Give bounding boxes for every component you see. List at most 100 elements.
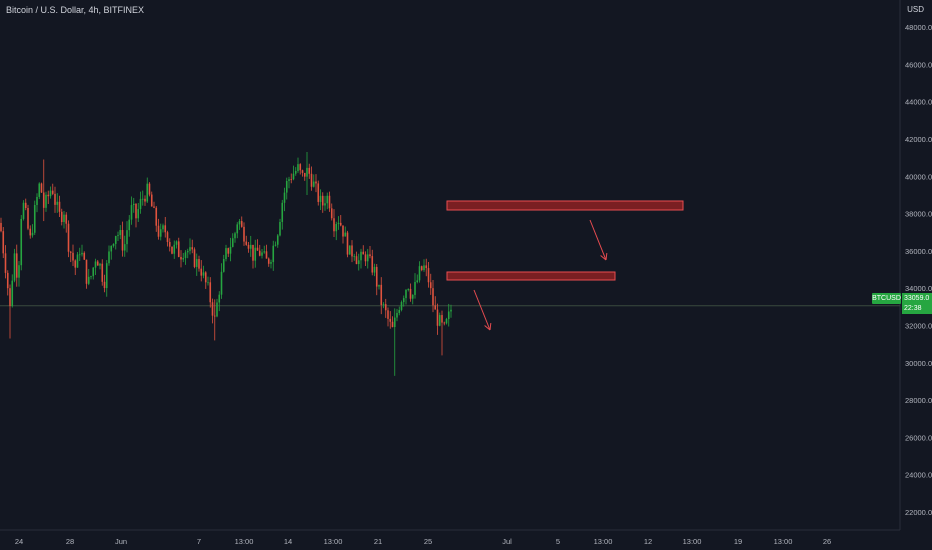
candle-body[interactable] — [173, 244, 176, 254]
candle-body[interactable] — [218, 294, 221, 303]
candle-body[interactable] — [40, 183, 43, 193]
candle-body[interactable] — [450, 309, 452, 312]
candle-body[interactable] — [83, 252, 86, 260]
candle-body[interactable] — [290, 179, 293, 181]
candle-body[interactable] — [204, 272, 207, 283]
candle-body[interactable] — [11, 280, 14, 307]
candle-body[interactable] — [276, 235, 279, 245]
candle-body[interactable] — [315, 181, 317, 184]
candle-body[interactable] — [272, 245, 275, 263]
candle-body[interactable] — [4, 253, 7, 273]
candle-body[interactable] — [63, 214, 65, 223]
candle-body[interactable] — [99, 263, 101, 266]
candle-body[interactable] — [261, 252, 263, 256]
candle-body[interactable] — [2, 231, 5, 254]
candle-body[interactable] — [90, 276, 92, 277]
candle-body[interactable] — [288, 179, 290, 181]
candle-body[interactable] — [346, 232, 349, 255]
candle-body[interactable] — [342, 225, 344, 237]
candle-body[interactable] — [200, 268, 203, 276]
candle-body[interactable] — [405, 289, 407, 299]
down-arrow-lower[interactable] — [473, 289, 492, 331]
candle-body[interactable] — [256, 247, 259, 251]
candle-body[interactable] — [60, 211, 63, 223]
candle-body[interactable] — [177, 241, 180, 257]
down-arrow-upper[interactable] — [589, 219, 608, 261]
candle-body[interactable] — [195, 259, 198, 267]
candle-body[interactable] — [27, 208, 29, 229]
annotation-zones[interactable] — [446, 200, 684, 281]
candle-body[interactable] — [105, 263, 108, 289]
candle-body[interactable] — [227, 248, 230, 254]
candle-body[interactable] — [20, 218, 23, 266]
candle-body[interactable] — [407, 288, 410, 290]
candle-body[interactable] — [130, 205, 133, 220]
candle-body[interactable] — [425, 265, 428, 269]
candle-body[interactable] — [330, 208, 333, 219]
candle-body[interactable] — [366, 254, 369, 262]
candle-body[interactable] — [333, 218, 335, 232]
candle-body[interactable] — [202, 272, 205, 276]
candle-body[interactable] — [409, 288, 412, 299]
candle-body[interactable] — [137, 209, 140, 219]
candle-body[interactable] — [33, 205, 36, 233]
candle-body[interactable] — [155, 207, 158, 226]
candle-body[interactable] — [445, 319, 448, 324]
candle-body[interactable] — [153, 206, 155, 208]
candle-body[interactable] — [420, 266, 423, 271]
candle-body[interactable] — [108, 251, 110, 264]
candle-body[interactable] — [310, 173, 313, 187]
candle-body[interactable] — [162, 225, 164, 230]
candle-body[interactable] — [13, 253, 16, 281]
candle-body[interactable] — [47, 194, 50, 197]
candle-body[interactable] — [229, 246, 232, 254]
candle-body[interactable] — [274, 244, 277, 246]
candle-body[interactable] — [207, 282, 209, 284]
candle-body[interactable] — [249, 244, 252, 249]
candle-body[interactable] — [321, 195, 324, 206]
candle-body[interactable] — [285, 180, 288, 193]
candle-body[interactable] — [245, 241, 248, 245]
candle-body[interactable] — [337, 222, 340, 225]
candle-body[interactable] — [411, 294, 414, 299]
candle-body[interactable] — [283, 192, 286, 203]
candle-body[interactable] — [87, 276, 90, 284]
candle-body[interactable] — [225, 248, 227, 260]
candle-body[interactable] — [15, 253, 18, 278]
candle-body[interactable] — [279, 221, 281, 236]
candle-body[interactable] — [24, 202, 27, 209]
candle-body[interactable] — [384, 304, 387, 311]
candle-body[interactable] — [344, 232, 347, 237]
candle-body[interactable] — [423, 265, 425, 271]
candle-body[interactable] — [231, 238, 234, 247]
candle-body[interactable] — [198, 259, 200, 269]
candle-body[interactable] — [326, 195, 329, 204]
candle-body[interactable] — [49, 190, 52, 197]
candle-body[interactable] — [191, 247, 194, 250]
candle-body[interactable] — [400, 302, 403, 310]
candle-body[interactable] — [335, 224, 338, 232]
candle-body[interactable] — [357, 260, 360, 265]
candle-body[interactable] — [418, 266, 421, 281]
candle-body[interactable] — [168, 242, 171, 247]
candle-body[interactable] — [76, 254, 79, 268]
candle-body[interactable] — [150, 194, 153, 207]
candle-body[interactable] — [267, 258, 270, 264]
candle-body[interactable] — [434, 305, 437, 310]
candle-body[interactable] — [157, 225, 160, 237]
candle-body[interactable] — [148, 183, 151, 195]
candle-body[interactable] — [389, 318, 392, 322]
candle-body[interactable] — [292, 173, 295, 180]
candle-body[interactable] — [369, 254, 371, 257]
candle-body[interactable] — [51, 190, 54, 194]
candle-body[interactable] — [299, 164, 302, 171]
candle-body[interactable] — [447, 311, 450, 320]
candle-body[interactable] — [427, 268, 430, 283]
candle-body[interactable] — [324, 203, 326, 206]
candle-body[interactable] — [220, 271, 223, 295]
candle-body[interactable] — [436, 309, 439, 326]
candle-body[interactable] — [141, 198, 144, 200]
candle-body[interactable] — [306, 167, 308, 177]
candle-body[interactable] — [119, 229, 122, 236]
candle-body[interactable] — [312, 181, 315, 187]
